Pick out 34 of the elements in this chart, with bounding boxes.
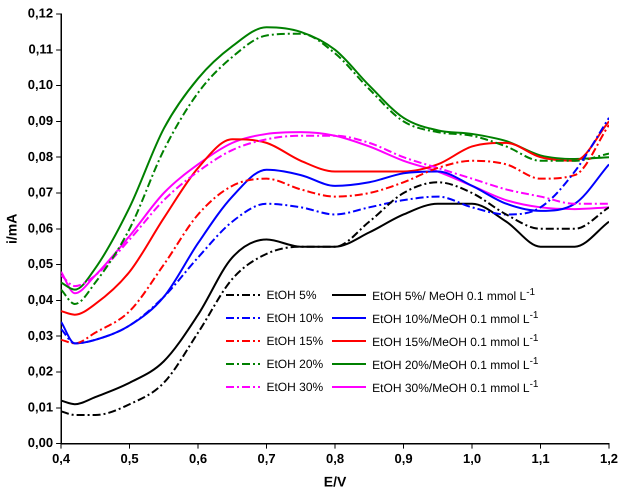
legend-label: EtOH 20% <box>266 356 324 371</box>
x-tick-label: 0,8 <box>326 450 344 466</box>
y-tick-label: 0,08 <box>28 148 54 164</box>
x-axis-title: E/V <box>324 473 347 490</box>
x-tick-label: 0,7 <box>258 450 276 466</box>
legend-label: EtOH 30%/MeOH 0.1 mmol L$^{-1}$ <box>372 378 538 395</box>
y-tick-label: 0,05 <box>28 256 54 272</box>
legend-label: EtOH 15% <box>266 334 324 348</box>
y-tick-label: 0,09 <box>28 112 54 128</box>
x-tick-label: 1,0 <box>462 450 482 466</box>
legend-label: EtOH 5% <box>266 288 316 302</box>
legend-label: EtOH 30% <box>266 380 324 394</box>
x-tick-label: 0,6 <box>189 450 208 466</box>
legend-label: EtOH 10%/MeOH 0.1 mmol L$^{-1}$ <box>372 310 538 326</box>
y-tick-label: 0,12 <box>28 6 54 21</box>
x-tick-label: 0,4 <box>52 450 71 466</box>
legend-label: EtOH 20%/MeOH 0.1 mmol L$^{-1}$ <box>372 356 538 372</box>
y-tick-label: 0,00 <box>28 435 54 450</box>
y-tick-label: 0,07 <box>28 184 54 200</box>
y-tick-label: 0,10 <box>28 77 54 92</box>
legend-label: EtOH 5%/ MeOH 0.1 mmol L$^{-1}$ <box>372 286 536 303</box>
x-tick-label: 1,2 <box>600 450 618 466</box>
y-tick-label: 0,01 <box>28 399 54 414</box>
y-tick-label: 0,02 <box>28 364 54 379</box>
x-tick-label: 0,5 <box>120 450 139 466</box>
y-tick-label: 0,11 <box>28 41 54 56</box>
legend-label: EtOH 10% <box>266 310 324 325</box>
legend-label: EtOH 15%/MeOH 0.1 mmol L$^{-1}$ <box>372 332 538 349</box>
y-axis-title: i/mA <box>3 214 20 244</box>
x-tick-label: 0,9 <box>394 450 413 466</box>
y-tick-label: 0,03 <box>28 328 54 343</box>
x-tick-label: 1,1 <box>531 450 550 466</box>
y-tick-label: 0,04 <box>28 292 54 307</box>
y-tick-label: 0,06 <box>28 220 54 236</box>
